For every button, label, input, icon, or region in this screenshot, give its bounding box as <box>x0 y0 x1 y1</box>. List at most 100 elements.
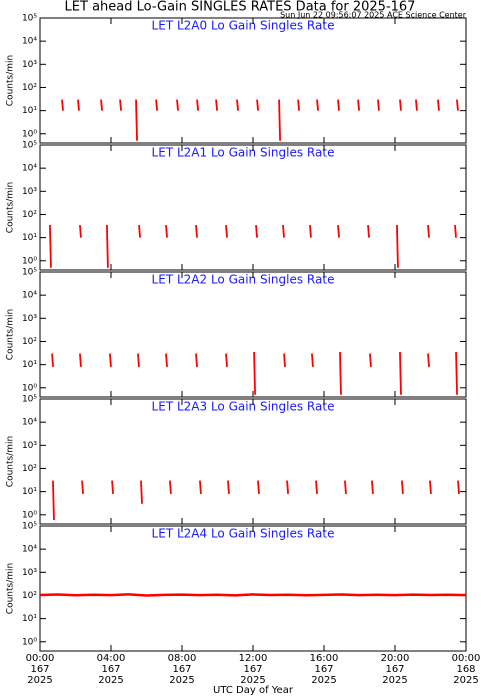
spike <box>196 99 199 111</box>
spike <box>256 99 259 111</box>
spike <box>138 224 141 238</box>
spike <box>236 99 239 111</box>
spike <box>61 99 64 111</box>
panel-title: LET L2A2 Lo Gain Singles Rate <box>152 273 335 287</box>
spike <box>51 353 54 367</box>
y-tick-label: 10⁰ <box>22 256 37 266</box>
spike <box>437 99 440 111</box>
spike <box>455 352 458 395</box>
y-tick-label: 10⁴ <box>22 37 37 47</box>
y-tick-label: 10³ <box>22 187 37 197</box>
spike <box>137 353 140 367</box>
spike <box>377 99 380 111</box>
spike <box>140 480 143 504</box>
spike <box>225 353 228 367</box>
y-axis-label: Counts/min <box>6 436 16 487</box>
spike <box>429 480 432 494</box>
y-axis-label: Counts/min <box>6 55 16 106</box>
plot-frame <box>39 271 467 398</box>
y-tick-label: 10¹ <box>22 487 37 497</box>
y-tick-label: 10³ <box>22 60 37 70</box>
spike <box>227 480 230 494</box>
y-tick-label: 10⁰ <box>22 383 37 393</box>
x-axis-label: UTC Day of Year <box>213 685 294 696</box>
spike <box>100 99 103 111</box>
panel-title: LET L2A4 Lo Gain Singles Rate <box>152 527 335 541</box>
y-tick-label: 10⁵ <box>22 141 37 151</box>
y-tick-label: 10² <box>22 591 37 601</box>
plot-frame <box>39 398 467 525</box>
plot-frame <box>39 525 467 652</box>
y-tick-label: 10³ <box>22 441 37 451</box>
plot-frame <box>39 17 467 144</box>
spike <box>225 224 228 238</box>
spike <box>199 480 202 494</box>
y-tick-label: 10⁰ <box>22 637 37 647</box>
y-tick-label: 10³ <box>22 314 37 324</box>
spike <box>81 480 84 494</box>
x-tick-label: 00:00 168 2025 <box>451 653 481 686</box>
spike <box>399 99 402 111</box>
spike <box>79 224 82 238</box>
y-tick-label: 10⁴ <box>22 545 37 555</box>
data-line <box>39 593 467 597</box>
spike <box>316 99 319 111</box>
spike <box>215 99 218 111</box>
spike <box>337 99 340 111</box>
x-tick-label: 16:00 167 2025 <box>309 653 339 686</box>
x-tick-label: 00:00 167 2025 <box>25 653 55 686</box>
spike <box>282 224 285 238</box>
spike <box>357 99 360 111</box>
spike <box>283 353 286 367</box>
y-tick-label: 10³ <box>22 568 37 578</box>
spike <box>339 352 342 395</box>
spike <box>401 480 404 494</box>
y-axis-label: Counts/min <box>6 563 16 614</box>
spike <box>415 99 418 111</box>
panel-title: LET L2A3 Lo Gain Singles Rate <box>152 400 335 414</box>
spike <box>195 353 198 367</box>
y-tick-label: 10² <box>22 464 37 474</box>
spike <box>253 352 256 395</box>
spike <box>286 480 289 494</box>
plot-frame <box>39 144 467 271</box>
panel-title: LET L2A0 Lo Gain Singles Rate <box>152 19 335 33</box>
panel-title: LET L2A1 Lo Gain Singles Rate <box>152 146 335 160</box>
y-tick-label: 10⁵ <box>22 395 37 405</box>
spike <box>165 353 168 367</box>
y-tick-label: 10¹ <box>22 360 37 370</box>
spike <box>456 99 459 111</box>
spike <box>396 225 399 268</box>
x-tick-label: 12:00 167 2025 <box>238 653 268 686</box>
subtitle: Sun Jun 22 09:56:07 2025 ACE Science Cen… <box>280 11 467 20</box>
y-tick-label: 10⁴ <box>22 291 37 301</box>
spike <box>454 224 457 238</box>
spike <box>176 99 179 111</box>
spike <box>155 99 158 111</box>
y-tick-label: 10⁵ <box>22 14 37 24</box>
y-tick-label: 10⁴ <box>22 164 37 174</box>
spike <box>119 99 122 111</box>
spike <box>457 480 460 494</box>
spike <box>315 480 318 494</box>
spike <box>278 99 281 141</box>
y-tick-label: 10¹ <box>22 614 37 624</box>
spike <box>165 224 168 238</box>
spike <box>399 352 402 395</box>
x-tick-label: 04:00 167 2025 <box>96 653 126 686</box>
spike <box>111 480 114 494</box>
y-tick-label: 10⁰ <box>22 510 37 520</box>
spike <box>337 224 340 238</box>
spike <box>427 353 430 367</box>
y-axis-label: Counts/min <box>6 182 16 233</box>
spike <box>52 480 55 520</box>
spike <box>367 224 370 238</box>
spike <box>109 353 112 367</box>
y-tick-label: 10⁵ <box>22 268 37 278</box>
spike <box>79 353 82 367</box>
spike <box>297 99 300 111</box>
y-tick-label: 10⁵ <box>22 522 37 532</box>
spike <box>135 99 138 141</box>
spike <box>77 99 80 111</box>
